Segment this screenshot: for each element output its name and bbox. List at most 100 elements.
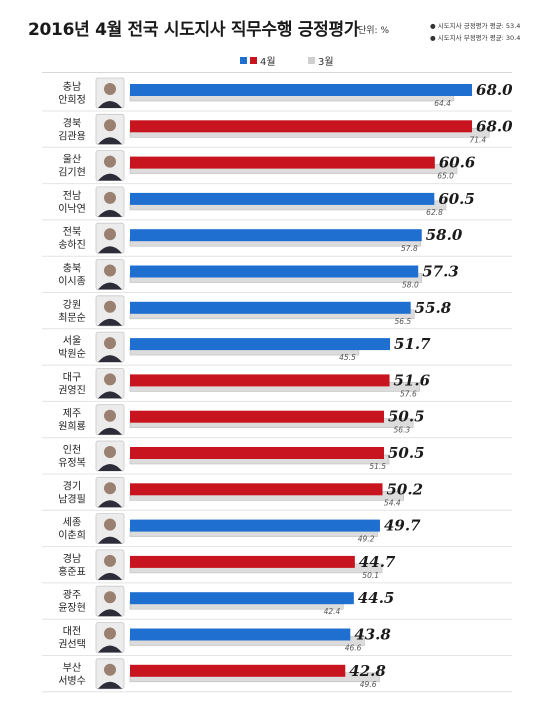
- region-label: 경기: [63, 479, 81, 492]
- bar-april-value-label: 44.7: [359, 553, 396, 571]
- unit-label: 단위: %: [358, 26, 390, 36]
- region-label: 부산: [63, 662, 81, 674]
- governor-name-label: 이시종: [58, 276, 86, 288]
- portrait-suit-icon: [98, 609, 122, 617]
- governor-name-label: 유정복: [58, 457, 86, 469]
- bar-march-value-label: 50.1: [362, 571, 379, 580]
- region-label: 울산: [63, 154, 81, 166]
- legend-march: 3월: [308, 53, 334, 68]
- bar-march-value-label: 49.2: [358, 535, 375, 544]
- portrait-suit-icon: [98, 282, 122, 290]
- portrait-suit-icon: [98, 572, 122, 580]
- bar-april-value-label: 49.7: [384, 517, 421, 535]
- region-label: 충북: [63, 263, 81, 275]
- portrait-suit-icon: [98, 536, 122, 544]
- portrait-head-icon: [104, 554, 116, 567]
- bar-march-value-label: 57.8: [401, 244, 418, 253]
- governor-name-label: 김관용: [58, 130, 86, 142]
- portrait-head-icon: [104, 373, 116, 386]
- region-label: 세종: [63, 517, 81, 529]
- portrait-head-icon: [104, 663, 116, 676]
- region-label: 전남: [63, 190, 81, 202]
- portrait-suit-icon: [98, 101, 122, 108]
- bar-april: [130, 628, 351, 641]
- bar-april-value-label: 60.6: [439, 154, 476, 172]
- bar-april-value-label: 51.6: [394, 371, 431, 389]
- bar-april-value-label: 68.0: [476, 81, 513, 99]
- bar-april: [130, 592, 354, 605]
- governor-name-label: 홍준표: [58, 565, 86, 578]
- top-rule: [42, 72, 512, 73]
- bar-april: [130, 447, 385, 459]
- bar-april: [130, 265, 419, 278]
- bar-april: [130, 410, 385, 423]
- bar-march-value-label: 62.8: [426, 208, 443, 217]
- portrait-head-icon: [104, 627, 116, 640]
- governor-name-label: 김기현: [58, 167, 86, 179]
- bar-april-value-label: 43.8: [354, 626, 391, 644]
- bar-april-value-label: 44.5: [358, 589, 395, 607]
- bar-april-value-label: 50.5: [388, 408, 425, 426]
- region-label: 대전: [63, 626, 81, 638]
- bar-march-value-label: 64.4: [434, 99, 451, 108]
- region-label: 전북: [63, 226, 81, 238]
- region-label: 제주: [63, 408, 81, 420]
- legend-swatch-gray: [308, 57, 315, 64]
- bar-april-value-label: 50.2: [387, 480, 424, 498]
- governor-name-label: 이낙연: [58, 203, 86, 215]
- region-label: 경남: [63, 552, 81, 565]
- governor-name-label: 서병수: [58, 675, 86, 687]
- region-label: 대구: [63, 371, 81, 383]
- portrait-head-icon: [104, 409, 116, 422]
- governor-name-label: 원희룡: [58, 421, 86, 433]
- portrait-head-icon: [104, 191, 116, 204]
- portrait-suit-icon: [98, 137, 122, 145]
- bar-april-value-label: 55.8: [415, 299, 452, 317]
- bar-april-value-label: 57.3: [422, 263, 459, 281]
- bar-april: [130, 301, 411, 314]
- portrait-head-icon: [104, 518, 116, 531]
- governor-name-label: 이춘희: [58, 530, 86, 542]
- bar-april: [130, 483, 383, 496]
- bar-march-value-label: 56.5: [394, 317, 411, 326]
- portrait-suit-icon: [98, 391, 122, 399]
- legend-swatch-red: [250, 57, 257, 64]
- portrait-suit-icon: [98, 681, 122, 689]
- bar-april: [130, 192, 435, 205]
- bar-march-value-label: 49.6: [360, 680, 377, 689]
- portrait-head-icon: [104, 264, 116, 277]
- bar-march-value-label: 56.3: [393, 426, 410, 435]
- bar-april-value-label: 58.0: [426, 226, 463, 244]
- governor-name-label: 송하진: [58, 238, 86, 251]
- governor-name-label: 윤장현: [58, 602, 86, 614]
- bar-april: [130, 229, 422, 242]
- portrait-suit-icon: [98, 355, 122, 363]
- governor-name-label: 최문순: [58, 312, 86, 324]
- portrait-head-icon: [104, 83, 116, 95]
- bar-april: [130, 120, 473, 133]
- governor-name-label: 안희정: [58, 94, 86, 106]
- portrait-suit-icon: [98, 318, 122, 326]
- bar-march-value-label: 42.4: [324, 607, 341, 616]
- portrait-head-icon: [104, 446, 116, 458]
- bar-april: [130, 555, 355, 568]
- bar-march-value-label: 46.6: [345, 644, 362, 653]
- bar-march-value-label: 45.5: [339, 353, 356, 362]
- bar-april-value-label: 50.5: [388, 444, 425, 462]
- portrait-suit-icon: [98, 246, 122, 254]
- portrait-suit-icon: [98, 427, 122, 435]
- region-label: 충남: [63, 81, 81, 93]
- region-label: 광주: [63, 589, 81, 601]
- bar-april-value-label: 51.7: [394, 335, 431, 353]
- legend-swatch-blue: [240, 57, 247, 64]
- legend-label-march: 3월: [318, 57, 334, 68]
- bar-april: [130, 338, 391, 351]
- bar-march-value-label: 51.5: [369, 462, 386, 471]
- portrait-head-icon: [104, 337, 116, 350]
- bar-april: [130, 664, 346, 677]
- governor-name-label: 권영진: [58, 384, 86, 396]
- bar-april-value-label: 68.0: [476, 117, 513, 135]
- region-label: 서울: [63, 335, 81, 347]
